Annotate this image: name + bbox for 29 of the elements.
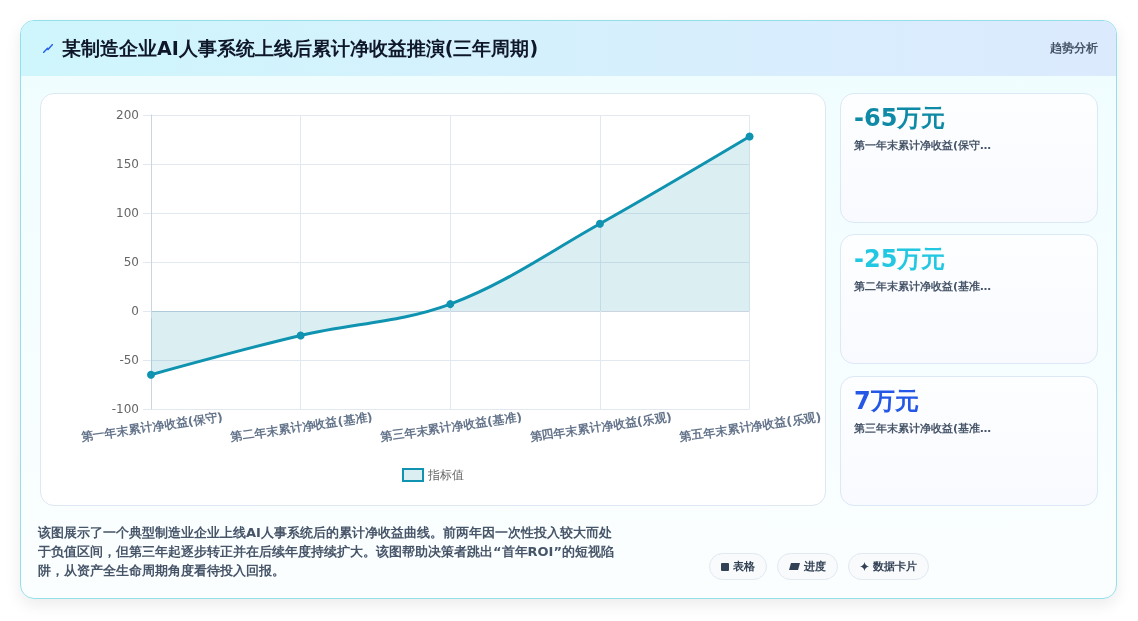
point	[446, 300, 455, 309]
x-tick-label: 第五年末累计净收益(乐观)	[677, 410, 823, 444]
text: 表格	[733, 559, 755, 574]
y-tick-label: 200	[116, 108, 139, 122]
point	[745, 132, 754, 141]
y-tick-label: 50	[123, 255, 139, 269]
y-tick-label: -100	[111, 402, 139, 416]
text: 进度	[804, 559, 826, 574]
text: 第二年末累计净收益(基准…	[854, 279, 992, 294]
text: 该图展示了一个典型制造业企业上线AI人事系统后的累计净收益曲线。前两年因一次性投入较大而处于负值区间，但第三年起逐步转正并在后续年度持续扩大。该图帮助决策者跳出“首年ROI”的短视陷阱，从资产全生命周期角度看待投入回报。	[38, 524, 615, 580]
y-tick-label: 150	[116, 157, 139, 171]
y-tick-label: 100	[116, 206, 139, 220]
point	[296, 331, 305, 340]
chart-title: 某制造企业AI人事系统上线后累计净收益推演(三年周期)	[62, 36, 539, 60]
y-tick-label: -50	[119, 353, 139, 367]
x-tick-label: 第四年末累计净收益(乐观)	[528, 410, 673, 444]
text: 趋势分析	[1050, 40, 1098, 56]
text: 第三年末累计净收益(基准…	[854, 421, 992, 436]
text: 7万元	[854, 386, 919, 416]
text: 第一年末累计净收益(保守…	[854, 138, 992, 153]
point	[595, 219, 604, 228]
x-tick-label: 第二年末累计净收益(基准)	[228, 410, 374, 444]
x-tick-label: 第三年末累计净收益(基准)	[378, 410, 523, 444]
legend-label: 指标值	[427, 468, 464, 482]
point	[147, 370, 155, 379]
text: -25万元	[854, 244, 946, 274]
text: 数据卡片	[873, 559, 917, 574]
text: -65万元	[854, 103, 946, 133]
y-tick-label: 0	[131, 304, 139, 318]
